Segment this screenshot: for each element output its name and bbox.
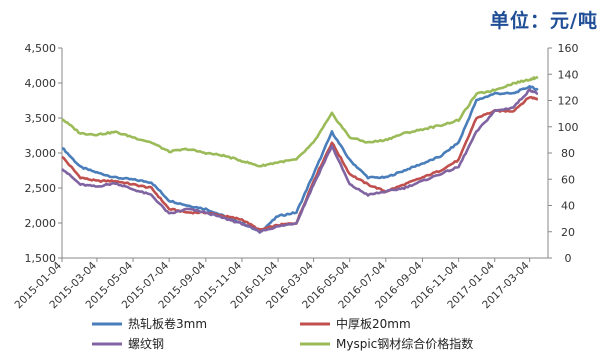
left-tick-label: 1,500	[25, 252, 57, 265]
right-tick-label: 80	[561, 147, 575, 160]
legend-label: 中厚板20mm	[336, 316, 411, 331]
left-tick-label: 2,000	[25, 217, 57, 230]
series-line-3	[61, 88, 539, 234]
right-tick-label: 100	[558, 121, 579, 134]
right-tick-label: 120	[558, 95, 579, 108]
x-axis-ticks: 2015-01-042015-03-042015-05-042015-07-04…	[12, 258, 532, 311]
legend-label: 热轧板卷3mm	[128, 316, 207, 331]
left-tick-label: 3,500	[25, 112, 57, 125]
series-line-1	[61, 85, 539, 234]
right-tick-label: 20	[561, 226, 575, 239]
right-tick-label: 140	[558, 68, 579, 81]
right-axis-ticks: 0 20 40 60 80 100 120 140 160	[548, 42, 579, 265]
series-lines	[61, 75, 539, 234]
right-tick-label: 160	[558, 42, 579, 55]
legend-label: 螺纹钢	[128, 337, 164, 351]
axes	[61, 48, 549, 259]
left-tick-label: 4,500	[25, 42, 57, 55]
right-tick-label: 40	[561, 200, 575, 213]
left-axis-ticks: 1,500 2,000 2,500 3,000 3,500 4,000 4,500	[25, 42, 62, 265]
unit-label: 单位：元/吨	[490, 10, 598, 32]
legend: 热轧板卷3mm 中厚板20mm 螺纹钢 Myspic钢材综合价格指数	[92, 316, 473, 351]
left-tick-label: 2,500	[25, 182, 57, 195]
series-line-4	[61, 75, 539, 168]
right-tick-label: 60	[561, 173, 575, 186]
right-tick-label: 0	[565, 252, 572, 265]
legend-label: Myspic钢材综合价格指数	[336, 336, 473, 351]
left-tick-label: 3,000	[25, 147, 57, 160]
left-tick-label: 4,000	[25, 77, 57, 90]
series-line-2	[61, 95, 539, 231]
